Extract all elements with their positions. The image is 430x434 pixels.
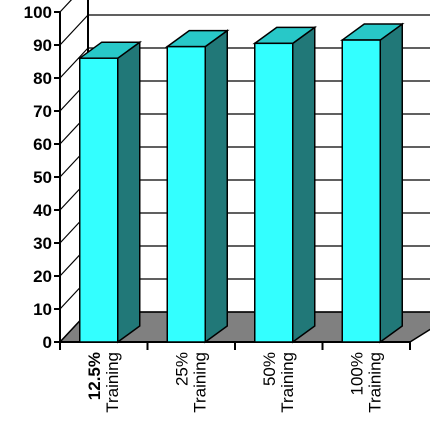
y-tick-label: 50: [33, 168, 52, 187]
category-label-line1: 50%: [260, 352, 279, 386]
bar: [77, 40, 143, 344]
category-label-line2: Training: [190, 352, 209, 413]
y-tick-label: 70: [33, 102, 52, 121]
y-tick-label: 90: [33, 36, 52, 55]
bar-side: [292, 25, 316, 344]
gridline-depth: [59, 47, 89, 79]
gridline-depth: [59, 14, 89, 46]
y-tick-label: 10: [33, 300, 52, 319]
bar-front: [166, 45, 206, 343]
bar-front: [254, 42, 294, 343]
y-tick-label: 100: [24, 3, 52, 22]
bar: [164, 29, 230, 344]
y-tick-label: 80: [33, 69, 52, 88]
category-label-line2: Training: [365, 352, 384, 413]
y-tick-label: 20: [33, 267, 52, 286]
y-tick-label: 0: [43, 333, 52, 352]
category-labels-layer: 12.5%Training 25%Training 50%Training 100%T…: [85, 352, 385, 413]
bar-front: [341, 39, 381, 343]
category-label: 12.5%Training: [85, 352, 122, 413]
y-tick-labels-layer: 0 10 20 30 40 50 60 70 80 90 100: [24, 3, 52, 352]
gridline-depth: [59, 0, 73, 13]
category-label-line2: Training: [103, 352, 122, 413]
category-label-line2: Training: [278, 352, 297, 413]
category-label: 50%Training: [260, 352, 297, 413]
bars-layer: [77, 22, 405, 344]
y-tick-label: 60: [33, 135, 52, 154]
bar-side: [117, 40, 141, 344]
category-label-line1: 100%: [347, 352, 366, 395]
category-label: 25%Training: [172, 352, 209, 413]
bar: [339, 22, 405, 344]
y-tick-label: 30: [33, 234, 52, 253]
bar: [252, 25, 318, 344]
y-tick-label: 40: [33, 201, 52, 220]
category-label-line1: 25%: [172, 352, 191, 386]
category-label-line1: 12.5%: [85, 352, 104, 400]
bar-front: [79, 57, 119, 343]
category-label: 100%Training: [347, 352, 384, 413]
bar-side: [379, 22, 403, 344]
bar-side: [204, 29, 228, 344]
